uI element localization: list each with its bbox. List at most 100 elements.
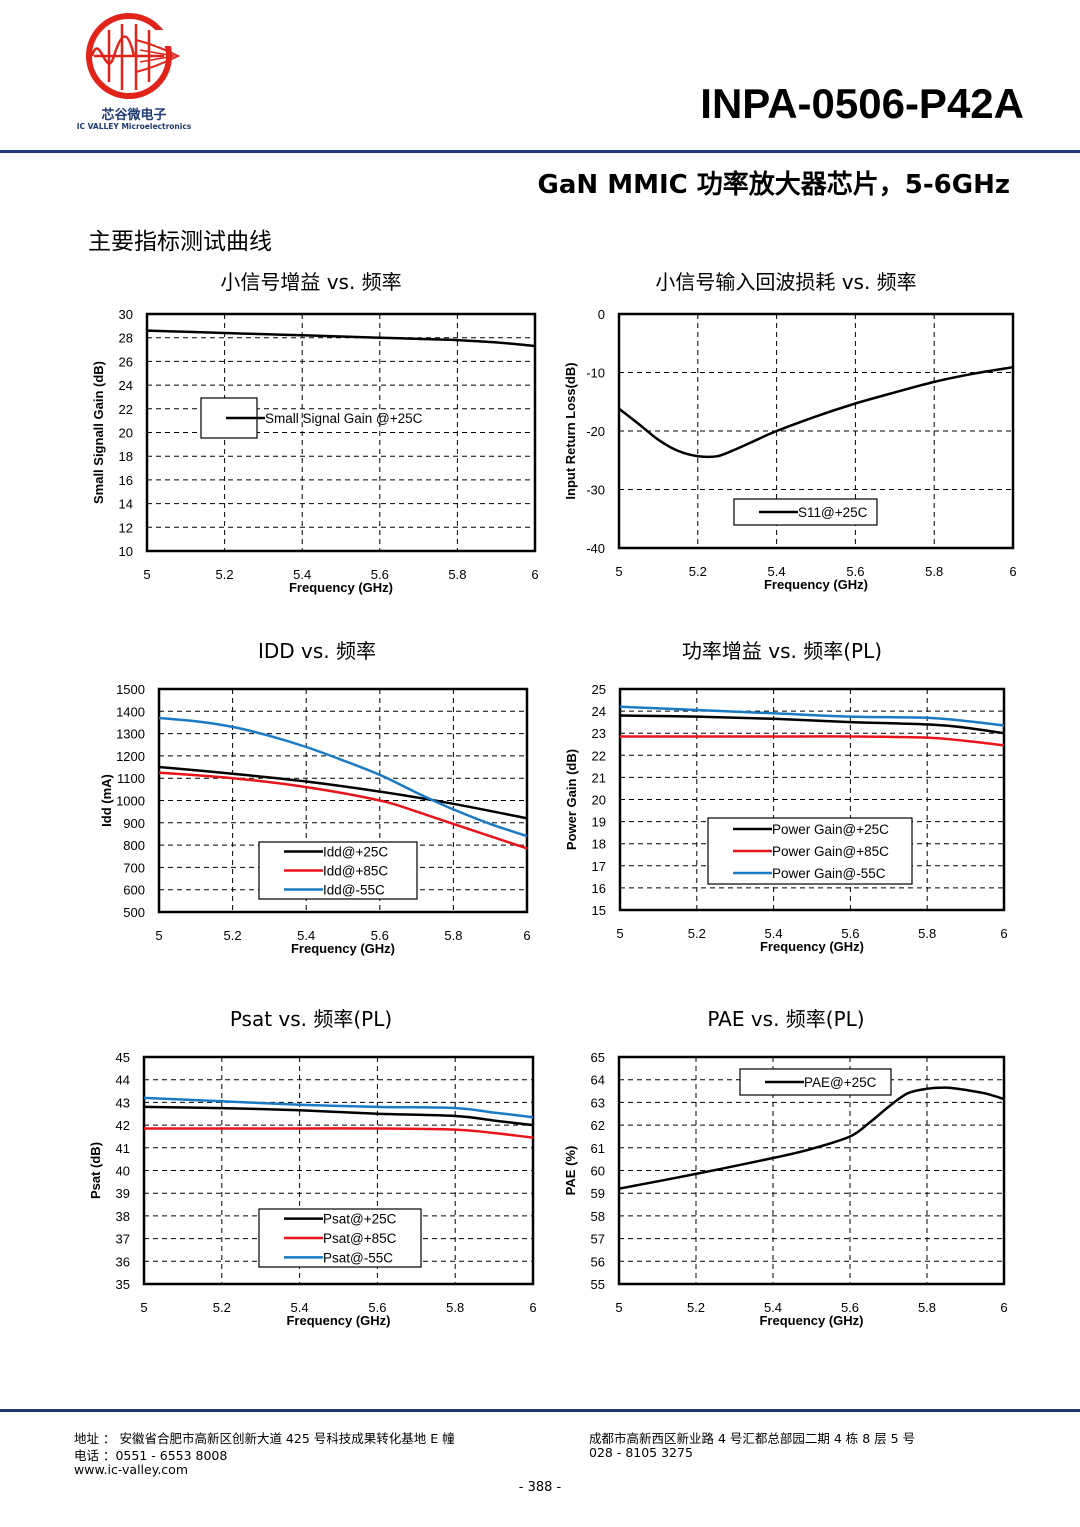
psat-ytick-label: 39 <box>116 1186 130 1201</box>
psat-ytick-label: 42 <box>116 1118 130 1133</box>
psat-xtick-label: 5.4 <box>291 1300 309 1315</box>
psat-yaxis-label: Psat (dB) <box>88 1142 103 1199</box>
pg-ytick-label: 24 <box>592 704 606 719</box>
idd-series-line-1 <box>158 765 528 820</box>
psat-series-line-1 <box>143 1105 534 1127</box>
pg-xtick-label: 5 <box>616 926 623 941</box>
pg-xtick-label: 5.4 <box>765 926 783 941</box>
idd-ytick-label: 900 <box>123 816 145 831</box>
psat-ytick-label: 44 <box>116 1073 130 1088</box>
idd-ytick-label: 600 <box>123 883 145 898</box>
idd-legend-label: Idd@-55C <box>323 883 385 898</box>
logo-english-name: IC VALLEY Microelectronics <box>76 122 192 131</box>
ssg-xtick-label: 5.6 <box>371 567 389 582</box>
idd-ytick-label: 1200 <box>116 749 145 764</box>
s11-ytick-label: -40 <box>586 541 605 556</box>
ssg-ytick-label: 20 <box>119 426 133 441</box>
pae-ytick-label: 59 <box>591 1186 605 1201</box>
ssg-xtick-label: 6 <box>531 567 538 582</box>
s11-xtick-label: 5.6 <box>846 564 864 579</box>
footer-website[interactable]: www.ic-valley.com <box>74 1462 188 1477</box>
ssg-ytick-label: 28 <box>119 331 133 346</box>
ssg-ytick-label: 30 <box>119 307 133 322</box>
pae-yaxis-label: PAE (%) <box>563 1146 578 1196</box>
pae-xtick-label: 5.6 <box>841 1300 859 1315</box>
s11-plot-frame <box>617 312 1015 550</box>
psat-ytick-label: 38 <box>116 1209 130 1224</box>
s11-ytick-label: -10 <box>586 366 605 381</box>
pg-xtick-label: 5.8 <box>918 926 936 941</box>
idd-ytick-label: 800 <box>123 838 145 853</box>
pae-ytick-label: 63 <box>591 1095 605 1110</box>
s11-xaxis-label: Frequency (GHz) <box>764 577 868 592</box>
ssg-ytick-label: 12 <box>119 520 133 535</box>
ssg-ytick-label: 22 <box>119 402 133 417</box>
ssg-ytick-label: 26 <box>119 354 133 369</box>
pae-ytick-label: 60 <box>591 1164 605 1179</box>
ssg-ytick-label: 10 <box>119 544 133 559</box>
pae-xtick-label: 6 <box>1000 1300 1007 1315</box>
pg-legend-label: Power Gain@-55C <box>772 866 886 881</box>
ssg-xtick-label: 5.4 <box>293 567 311 582</box>
pg-xtick-label: 5.6 <box>841 926 859 941</box>
pg-ytick-label: 23 <box>592 726 606 741</box>
logo-emblem-icon <box>86 13 181 99</box>
ssg-xtick-label: 5.2 <box>216 567 234 582</box>
company-logo: 芯谷微电子 IC VALLEY Microelectronics <box>74 10 194 135</box>
footer-address-hefei: 地址 ： 安徽省合肥市高新区创新大道 425 号科技成果转化基地 E 幢 <box>74 1431 455 1446</box>
psat-xtick-label: 5.6 <box>368 1300 386 1315</box>
chart-title-psat: Psat vs. 频率(PL) <box>229 1007 393 1031</box>
ssg-series-line-1 <box>146 329 536 348</box>
ssg-xaxis-label: Frequency (GHz) <box>289 580 393 595</box>
pae-plot-frame <box>617 1055 1006 1286</box>
psat-xtick-label: 5.8 <box>446 1300 464 1315</box>
idd-ytick-label: 1400 <box>116 704 145 719</box>
footer-phone-hefei: 电话 ：0551 - 6553 8008 <box>74 1448 228 1463</box>
ssg-xtick-label: 5 <box>143 567 150 582</box>
psat-ytick-label: 41 <box>116 1141 130 1156</box>
idd-xtick-label: 5.2 <box>224 928 242 943</box>
s11-ytick-label: -30 <box>586 483 605 498</box>
psat-xtick-label: 5.2 <box>213 1300 231 1315</box>
part-number: INPA-0506-P42A <box>700 80 1024 127</box>
idd-ytick-label: 1100 <box>117 771 145 786</box>
pae-legend-label: PAE@+25C <box>804 1075 877 1090</box>
pg-ytick-label: 21 <box>592 770 606 785</box>
psat-plot-frame <box>142 1055 535 1286</box>
pg-xtick-label: 6 <box>1000 926 1007 941</box>
pae-xtick-label: 5.2 <box>687 1300 705 1315</box>
pg-series-line-1 <box>619 714 1005 735</box>
pae-ytick-label: 64 <box>591 1073 605 1088</box>
idd-xtick-label: 5.4 <box>297 928 315 943</box>
idd-xtick-label: 5 <box>155 928 162 943</box>
idd-plot-frame <box>157 687 529 914</box>
chart-title-pae: PAE vs. 频率(PL) <box>707 1007 865 1031</box>
idd-legend-label: Idd@+25C <box>323 845 388 860</box>
s11-xtick-label: 6 <box>1009 564 1016 579</box>
s11-ytick-label: 0 <box>598 307 605 322</box>
ssg-ytick-label: 14 <box>119 497 133 512</box>
s11-legend-label: S11@+25C <box>798 505 868 520</box>
idd-series-line-2 <box>158 771 528 850</box>
pg-legend-label: Power Gain@+85C <box>772 844 889 859</box>
psat-legend-label: Psat@-55C <box>323 1250 393 1265</box>
pae-series-line-1 <box>618 1086 1005 1190</box>
pg-legend-label: Power Gain@+25C <box>772 822 889 837</box>
idd-xtick-label: 6 <box>523 928 530 943</box>
chart-title-power-gain: 功率增益 vs. 频率(PL) <box>681 639 883 663</box>
ssg-ytick-label: 24 <box>119 378 133 393</box>
s11-xtick-label: 5 <box>615 564 622 579</box>
pae-xtick-label: 5.8 <box>918 1300 936 1315</box>
pg-ytick-label: 15 <box>592 903 606 918</box>
psat-xaxis-label: Frequency (GHz) <box>286 1313 390 1328</box>
pae-ytick-label: 58 <box>591 1209 605 1224</box>
idd-ytick-label: 500 <box>123 905 145 920</box>
psat-series-line-2 <box>143 1127 534 1139</box>
chart-title-idd: IDD vs. 频率 <box>257 639 377 663</box>
pae-ytick-label: 56 <box>591 1254 605 1269</box>
pg-plot-frame <box>618 687 1006 912</box>
page-number: - 388 - <box>518 1480 562 1495</box>
